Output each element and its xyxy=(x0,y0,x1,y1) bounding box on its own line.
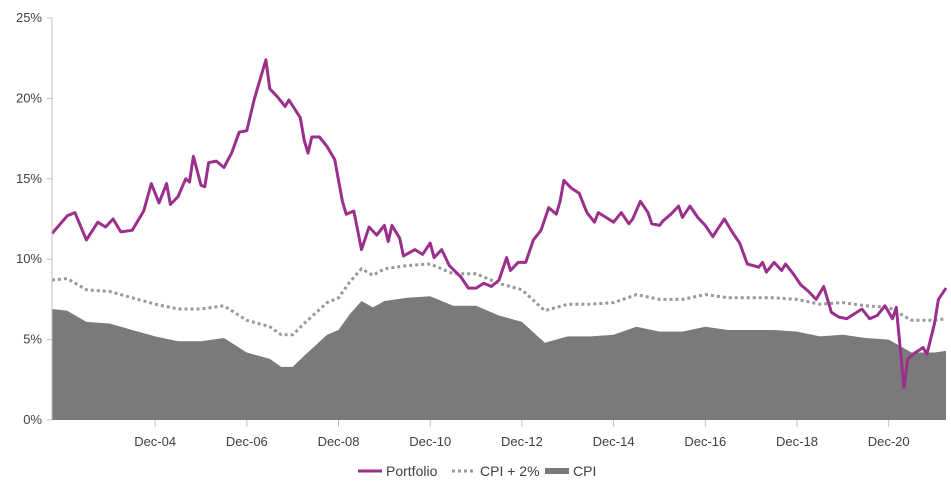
x-tick-label: Dec-12 xyxy=(501,434,543,449)
x-tick-label: Dec-04 xyxy=(134,434,176,449)
y-tick-label: 10% xyxy=(16,251,42,266)
portfolio-line-series xyxy=(50,58,948,390)
x-tick-label: Dec-20 xyxy=(868,434,910,449)
y-axis-ticks: 0% 5% 10% 15% 20% 25% xyxy=(16,10,52,427)
x-tick-label: Dec-16 xyxy=(684,434,726,449)
legend: Portfolio CPI + 2% CPI xyxy=(358,463,596,479)
y-tick-label: 5% xyxy=(23,332,42,347)
x-axis-ticks: Dec-04 Dec-06 Dec-08 Dec-10 Dec-12 Dec-14 Dec-… xyxy=(134,420,910,449)
legend-item-cpi-plus-2: CPI + 2% xyxy=(452,463,540,479)
legend-label-cpi: CPI xyxy=(573,463,596,479)
y-tick-label: 15% xyxy=(16,171,42,186)
x-tick-label: Dec-06 xyxy=(226,434,268,449)
cpi-area-series xyxy=(52,296,946,420)
x-tick-label: Dec-14 xyxy=(593,434,635,449)
plot-area xyxy=(50,58,948,420)
x-tick-label: Dec-08 xyxy=(318,434,360,449)
y-tick-label: 0% xyxy=(23,412,42,427)
x-tick-label: Dec-18 xyxy=(776,434,818,449)
legend-item-portfolio: Portfolio xyxy=(358,463,438,479)
legend-label-portfolio: Portfolio xyxy=(386,463,438,479)
y-tick-label: 20% xyxy=(16,90,42,105)
y-tick-label: 25% xyxy=(16,10,42,25)
x-tick-label: Dec-10 xyxy=(409,434,451,449)
legend-item-cpi: CPI xyxy=(545,463,596,479)
cpi-plus-2-line-series xyxy=(51,262,947,337)
legend-label-cpi-plus-2: CPI + 2% xyxy=(480,463,540,479)
